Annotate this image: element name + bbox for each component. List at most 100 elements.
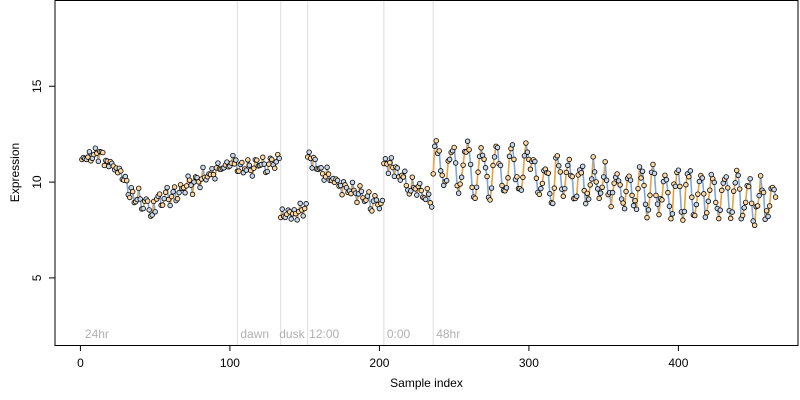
data-point xyxy=(379,197,386,204)
data-point xyxy=(644,214,650,221)
data-point xyxy=(651,170,658,177)
data-point xyxy=(188,182,194,188)
data-point xyxy=(536,191,543,198)
data-point xyxy=(144,198,151,204)
data-point xyxy=(309,165,315,171)
data-point xyxy=(482,165,489,171)
data-point xyxy=(611,180,617,186)
data-point xyxy=(366,189,372,195)
data-point xyxy=(574,193,580,199)
data-point xyxy=(161,195,167,202)
data-point xyxy=(705,198,712,204)
data-point xyxy=(732,180,738,186)
data-point xyxy=(357,183,363,189)
data-point xyxy=(647,192,653,198)
data-point xyxy=(620,200,626,206)
data-point xyxy=(665,189,671,196)
data-point xyxy=(642,201,649,207)
data-point xyxy=(680,217,686,223)
series-line-segment xyxy=(454,162,458,186)
x-tick-label: 300 xyxy=(519,356,539,370)
y-tick-label: 5 xyxy=(30,274,44,281)
time-annotation: 12:00 xyxy=(309,327,339,341)
data-point xyxy=(167,202,173,209)
y-axis-label: Expression xyxy=(8,143,22,202)
data-point xyxy=(772,194,779,200)
data-point xyxy=(650,161,656,168)
data-point xyxy=(696,178,703,185)
x-tick-label: 400 xyxy=(668,356,688,370)
series-line-segment xyxy=(691,197,695,215)
data-point xyxy=(473,184,480,190)
data-point xyxy=(354,199,360,206)
data-point xyxy=(312,156,318,163)
data-point xyxy=(669,211,676,217)
data-point xyxy=(511,156,517,163)
series-line-segment xyxy=(522,155,526,178)
data-point xyxy=(569,173,575,180)
series-line-segment xyxy=(581,166,586,191)
data-point xyxy=(297,200,303,207)
data-point xyxy=(373,197,380,203)
y-tick-label: 15 xyxy=(30,79,44,93)
data-point xyxy=(662,172,668,178)
data-point xyxy=(446,156,453,163)
data-point xyxy=(156,191,163,197)
data-point xyxy=(182,190,188,196)
data-point xyxy=(488,185,495,191)
data-point xyxy=(215,160,221,166)
data-point xyxy=(629,192,635,199)
series-line-segment xyxy=(553,157,557,189)
data-point xyxy=(264,168,270,175)
data-point xyxy=(583,200,589,207)
data-point xyxy=(464,138,471,144)
data-point xyxy=(382,156,389,162)
data-point xyxy=(209,165,215,172)
data-point xyxy=(594,186,601,192)
data-point xyxy=(164,184,170,191)
data-point xyxy=(653,192,659,199)
data-point xyxy=(86,149,93,155)
data-point xyxy=(443,177,450,184)
data-point xyxy=(233,157,239,163)
data-point xyxy=(518,187,525,193)
data-point xyxy=(557,169,563,175)
data-point xyxy=(514,174,520,180)
time-annotation: 24hr xyxy=(85,327,109,341)
data-point xyxy=(666,203,673,209)
data-point xyxy=(254,157,260,163)
data-point xyxy=(92,145,99,151)
series-line-segment xyxy=(719,190,723,211)
data-point xyxy=(460,162,466,168)
data-point xyxy=(387,159,393,166)
data-point xyxy=(162,189,169,195)
data-point xyxy=(686,174,692,180)
data-point xyxy=(623,188,629,195)
data-point xyxy=(136,185,142,192)
data-point xyxy=(170,189,176,195)
data-point xyxy=(272,165,278,171)
data-point xyxy=(430,171,436,177)
data-point xyxy=(334,177,341,184)
data-point xyxy=(417,180,423,187)
data-point xyxy=(251,165,257,171)
series-line-segment xyxy=(575,174,580,197)
series-line-segment xyxy=(713,182,717,203)
data-point xyxy=(273,159,279,165)
data-point xyxy=(687,168,694,174)
data-point xyxy=(766,203,773,209)
data-point xyxy=(735,172,741,179)
data-point xyxy=(556,163,562,169)
data-point xyxy=(599,184,605,190)
time-annotation: dusk xyxy=(279,327,305,341)
data-point xyxy=(487,197,493,203)
data-point xyxy=(394,165,401,171)
data-point xyxy=(408,188,414,194)
data-point xyxy=(124,177,130,184)
data-point xyxy=(505,175,511,181)
series-line-segment xyxy=(547,173,551,194)
data-point xyxy=(550,200,556,207)
data-point xyxy=(654,201,661,207)
data-point xyxy=(596,195,602,202)
